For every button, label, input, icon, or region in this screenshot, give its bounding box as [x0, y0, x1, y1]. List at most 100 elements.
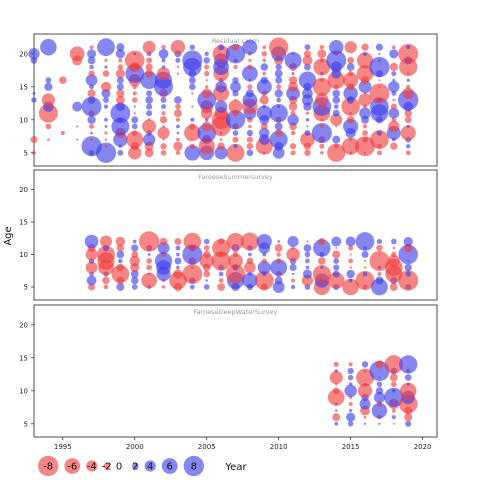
bubble: [256, 105, 272, 121]
bubble: [355, 271, 375, 290]
bubble: [378, 59, 381, 62]
bubble: [242, 39, 258, 55]
bubble: [103, 284, 109, 290]
bubble: [388, 120, 400, 133]
bubble: [341, 97, 360, 116]
bubble: [311, 122, 332, 144]
bubble: [391, 117, 396, 122]
legend: -8 -6 -4 -2 0 2 4 6 8: [38, 455, 204, 477]
bubble: [176, 131, 180, 135]
bubble: [169, 271, 187, 290]
bubble: [89, 45, 94, 50]
bubble: [182, 50, 203, 71]
bubble: [182, 264, 203, 284]
bubble: [345, 236, 356, 247]
bubble: [154, 252, 173, 270]
bubble: [289, 263, 297, 272]
legend-bubble: [86, 460, 98, 472]
bubble: [276, 252, 281, 257]
bubbles: [327, 355, 418, 427]
bubble: [32, 150, 36, 155]
bubble: [269, 104, 288, 123]
bubble: [343, 86, 358, 101]
bubble: [85, 74, 98, 87]
bubble: [327, 272, 345, 289]
bubble: [369, 83, 390, 104]
bubble: [320, 78, 324, 82]
bubble: [131, 251, 139, 258]
bubble: [205, 85, 209, 89]
bubble: [275, 76, 283, 84]
bubble: [203, 57, 210, 64]
bubble: [375, 387, 384, 395]
legend-bubble: [132, 462, 139, 470]
bubble: [370, 130, 389, 149]
bubble: [355, 232, 375, 251]
bubble: [390, 142, 398, 150]
x-axis: 1995 2000 2005 2010 2015 2020: [54, 437, 432, 451]
bubble: [97, 245, 115, 264]
bubble: [142, 133, 156, 146]
bubble: [246, 136, 254, 143]
bubble: [28, 48, 40, 60]
bubble: [362, 271, 368, 277]
bubble: [398, 244, 418, 265]
bubble: [240, 232, 259, 251]
panels: Residual catch5101520FaroeseSummersurvey…: [19, 33, 438, 438]
bubble: [291, 72, 295, 76]
bubble: [45, 123, 52, 130]
bubble: [333, 361, 339, 367]
bubble: [176, 65, 180, 69]
bubble: [100, 81, 112, 92]
bubble: [392, 98, 396, 102]
bubble: [104, 65, 108, 69]
bubble: [404, 413, 413, 422]
bubble: [319, 44, 325, 50]
bubble: [391, 71, 397, 77]
bubble: [189, 83, 196, 91]
bubble: [269, 130, 288, 149]
bubble: [303, 244, 312, 252]
bubble: [161, 65, 166, 69]
bubble: [306, 240, 309, 243]
bubble: [270, 259, 288, 276]
bubble: [131, 116, 139, 124]
bubble: [319, 58, 325, 63]
bubble: [197, 123, 217, 143]
bubble: [246, 149, 254, 157]
bubble: [391, 45, 396, 50]
bubble: [405, 271, 411, 277]
bubble: [348, 382, 353, 386]
bubble: [306, 125, 309, 128]
legend-label: -6: [67, 462, 77, 473]
bubble: [161, 44, 166, 50]
bubble: [376, 130, 383, 136]
bubble: [99, 235, 113, 248]
bubble: [406, 382, 410, 386]
bubble: [225, 44, 246, 64]
bubble: [159, 237, 168, 246]
bubble: [276, 258, 282, 264]
bubble: [343, 72, 359, 88]
bubble: [348, 258, 354, 264]
bubble: [218, 238, 225, 245]
bubble: [84, 234, 99, 249]
bubble: [104, 144, 108, 148]
bubble: [358, 93, 372, 107]
x-tick-label: 2020: [414, 443, 432, 451]
y-tick-label: 10: [19, 116, 28, 124]
bubble: [346, 63, 355, 71]
bubble: [232, 77, 239, 84]
panel-title: FaroeseSummersurvey: [198, 173, 273, 181]
x-tick-label: 2015: [342, 443, 360, 451]
bubble: [131, 284, 138, 290]
bubble: [378, 79, 381, 82]
bubble: [204, 70, 210, 77]
bubble: [348, 245, 354, 251]
bubble: [305, 265, 310, 270]
bubble: [234, 98, 237, 102]
bubble: [146, 103, 153, 110]
bubble: [392, 422, 395, 425]
bubble: [362, 124, 368, 129]
bubble: [138, 231, 160, 252]
